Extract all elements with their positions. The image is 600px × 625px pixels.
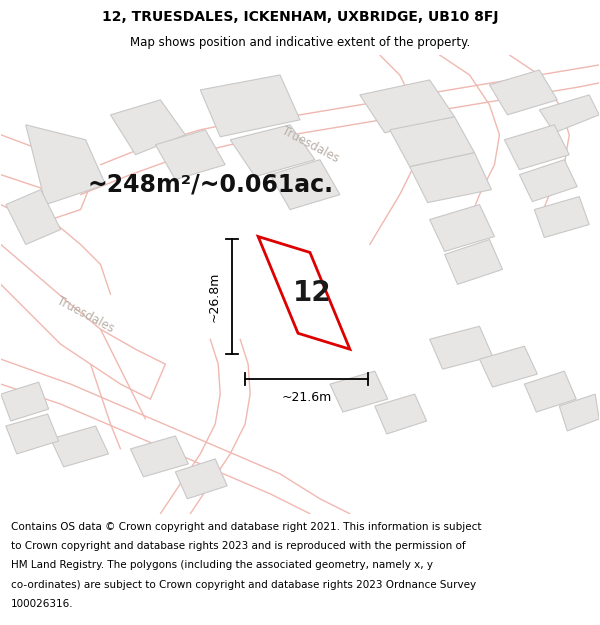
Polygon shape	[110, 100, 185, 155]
Polygon shape	[258, 236, 350, 349]
Polygon shape	[520, 160, 577, 202]
Polygon shape	[430, 204, 494, 251]
Polygon shape	[445, 239, 502, 284]
Text: 100026316.: 100026316.	[11, 599, 73, 609]
Polygon shape	[375, 394, 427, 434]
Polygon shape	[175, 459, 227, 499]
Text: 12: 12	[293, 279, 331, 307]
Polygon shape	[26, 125, 106, 204]
Text: Contains OS data © Crown copyright and database right 2021. This information is : Contains OS data © Crown copyright and d…	[11, 521, 481, 531]
Polygon shape	[479, 346, 538, 387]
Text: ~26.8m: ~26.8m	[208, 272, 221, 322]
Polygon shape	[230, 125, 315, 177]
Text: co-ordinates) are subject to Crown copyright and database rights 2023 Ordnance S: co-ordinates) are subject to Crown copyr…	[11, 580, 476, 590]
Polygon shape	[410, 152, 491, 202]
Polygon shape	[360, 80, 455, 132]
Polygon shape	[200, 75, 300, 137]
Text: ~248m²/~0.061ac.: ~248m²/~0.061ac.	[87, 173, 333, 197]
Polygon shape	[430, 326, 493, 369]
Polygon shape	[539, 95, 599, 132]
Text: 12, TRUESDALES, ICKENHAM, UXBRIDGE, UB10 8FJ: 12, TRUESDALES, ICKENHAM, UXBRIDGE, UB10…	[102, 9, 498, 24]
Polygon shape	[6, 414, 59, 454]
Polygon shape	[1, 382, 49, 421]
Polygon shape	[524, 371, 576, 412]
Text: ~21.6m: ~21.6m	[281, 391, 332, 404]
Text: to Crown copyright and database rights 2023 and is reproduced with the permissio: to Crown copyright and database rights 2…	[11, 541, 466, 551]
Polygon shape	[535, 197, 589, 238]
Polygon shape	[390, 117, 475, 167]
Text: HM Land Registry. The polygons (including the associated geometry, namely x, y: HM Land Registry. The polygons (includin…	[11, 561, 433, 571]
Polygon shape	[270, 160, 340, 209]
Polygon shape	[6, 189, 61, 244]
Text: Truesdales: Truesdales	[55, 294, 116, 335]
Polygon shape	[559, 394, 599, 431]
Polygon shape	[505, 125, 569, 169]
Polygon shape	[490, 70, 557, 115]
Polygon shape	[155, 130, 225, 179]
Polygon shape	[50, 426, 109, 467]
Polygon shape	[330, 371, 388, 412]
Polygon shape	[130, 436, 188, 477]
Text: Truesdales: Truesdales	[279, 124, 341, 165]
Text: Map shows position and indicative extent of the property.: Map shows position and indicative extent…	[130, 36, 470, 49]
